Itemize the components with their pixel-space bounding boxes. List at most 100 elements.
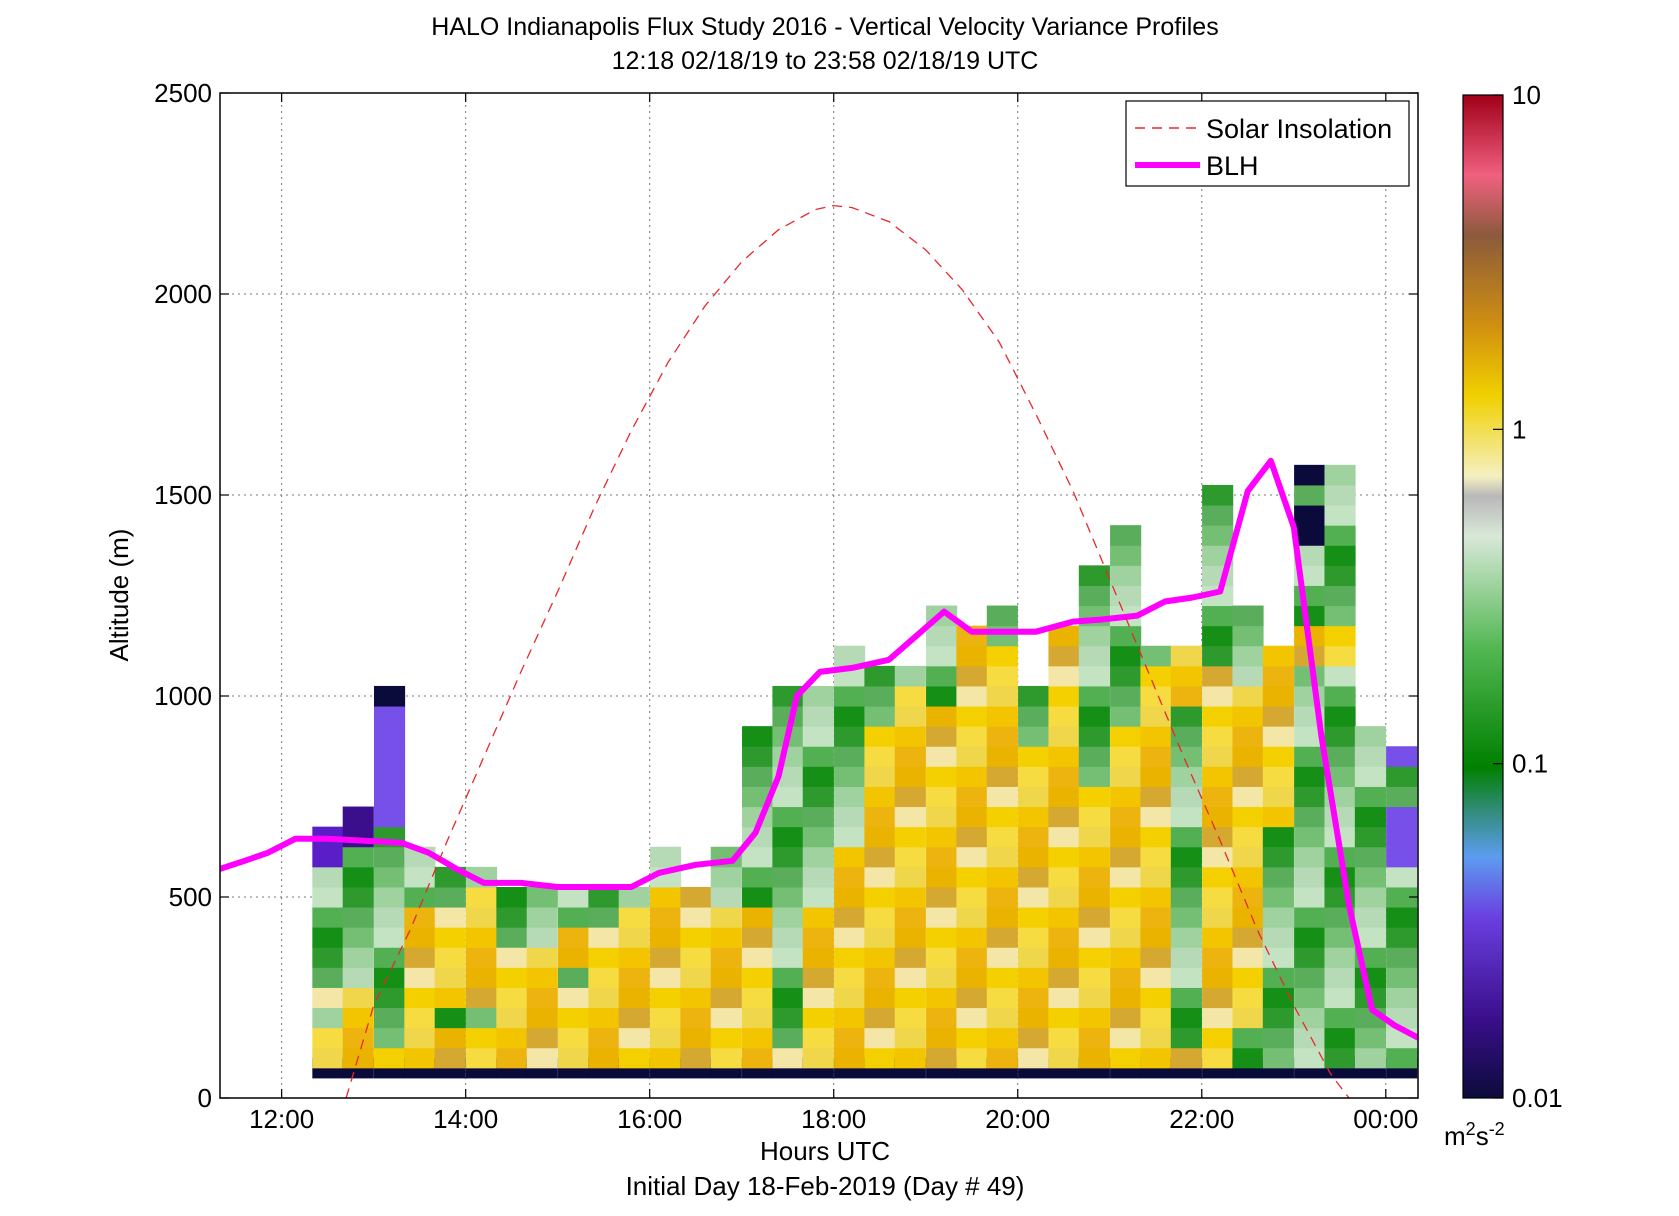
heatmap-cell <box>650 1007 682 1029</box>
heatmap-cell <box>680 886 712 908</box>
heatmap-cell <box>1078 826 1110 848</box>
heatmap-cell <box>1078 706 1110 727</box>
y-tick-label: 1000 <box>154 681 212 711</box>
heatmap-cell <box>1294 927 1326 948</box>
heatmap-cell <box>772 907 804 928</box>
heatmap-cell <box>650 927 682 948</box>
heatmap-cell <box>404 987 436 1009</box>
heatmap-cell <box>1048 665 1080 687</box>
colorbar-unit-mid: s <box>1476 1121 1489 1151</box>
heatmap-cell <box>834 685 866 707</box>
heatmap-cell <box>1294 585 1326 607</box>
heatmap-cell <box>312 947 344 968</box>
heatmap-cell <box>588 947 620 968</box>
heatmap-cell <box>956 685 988 707</box>
heatmap-cell <box>926 625 958 647</box>
heatmap-cell <box>1386 846 1418 868</box>
heatmap-cell <box>1110 846 1142 868</box>
heatmap-cell <box>742 866 774 888</box>
heatmap-cell <box>1140 1007 1172 1029</box>
heatmap-cell <box>1324 947 1356 968</box>
heatmap-cell <box>496 1027 528 1049</box>
heatmap-cell <box>342 866 374 888</box>
heatmap-cell <box>834 806 866 828</box>
heatmap-cell <box>342 886 374 908</box>
heatmap-cell <box>1202 786 1234 808</box>
heatmap-cell <box>1110 565 1142 586</box>
heatmap-cell <box>1110 645 1142 667</box>
heatmap-cell <box>588 1047 620 1069</box>
heatmap-cell <box>558 1027 590 1049</box>
heatmap-cell <box>1170 746 1202 767</box>
heatmap-cell <box>465 1047 498 1069</box>
heatmap-cell <box>1140 947 1172 968</box>
heatmap-cell <box>342 947 374 968</box>
heatmap-cell <box>772 947 804 968</box>
heatmap-cell <box>1294 786 1326 808</box>
heatmap-cell <box>526 987 558 1009</box>
heatmap-cell <box>496 886 528 908</box>
heatmap-cell <box>1018 1007 1050 1029</box>
heatmap-cell <box>894 685 926 707</box>
heatmap-cell <box>1048 927 1080 948</box>
heatmap-cell <box>894 927 926 948</box>
heatmap-cell <box>1018 706 1050 727</box>
heatmap-cell <box>926 706 958 727</box>
heatmap-cell <box>312 1047 344 1069</box>
colorbar-unit: m2s-2 <box>1444 1119 1505 1151</box>
heatmap-cell <box>802 706 834 727</box>
heatmap-cell <box>558 967 590 988</box>
heatmap-cell <box>772 1007 804 1029</box>
heatmap-cell <box>1078 1027 1110 1049</box>
heatmap-cell <box>496 927 528 948</box>
heatmap-cell <box>710 987 742 1009</box>
heatmap-cell <box>1078 947 1110 968</box>
heatmap-cell <box>1018 806 1050 828</box>
heatmap-cell <box>802 786 834 808</box>
heatmap-cell <box>312 866 344 888</box>
heatmap-cell <box>1294 505 1326 526</box>
heatmap-cell <box>926 846 958 868</box>
heatmap-cell <box>1170 967 1202 988</box>
heatmap-cell <box>864 826 896 848</box>
heatmap-cell <box>1078 886 1110 908</box>
heatmap-cell <box>956 746 988 767</box>
legend: Solar Insolation BLH <box>1125 100 1410 187</box>
heatmap-cell <box>802 886 834 908</box>
heatmap-cell <box>373 1007 406 1029</box>
heatmap-cell <box>1140 726 1172 747</box>
heatmap-cell <box>1202 1047 1234 1069</box>
heatmap-cell <box>1202 1027 1234 1049</box>
heatmap-cell <box>926 947 958 968</box>
heatmap-cell <box>1386 967 1418 988</box>
heatmap-cell <box>434 1047 466 1069</box>
heatmap-cell <box>1110 786 1142 808</box>
heatmap-cell <box>1262 645 1294 667</box>
heatmap-cell <box>1018 1027 1050 1049</box>
heatmap-cell <box>1294 545 1326 566</box>
heatmap-cell <box>1018 866 1050 888</box>
heatmap-cell <box>1386 1047 1418 1069</box>
heatmap-cell <box>1170 907 1202 928</box>
y-axis-label: Altitude (m) <box>104 529 134 662</box>
heatmap-cell <box>1018 846 1050 868</box>
heatmap-cell <box>373 685 406 707</box>
heatmap-cell <box>1324 746 1356 767</box>
heatmap-cell <box>956 846 988 868</box>
heatmap-cell <box>1048 846 1080 868</box>
heatmap-cell <box>894 706 926 727</box>
heatmap-cell <box>496 967 528 988</box>
heatmap-cell <box>1048 706 1080 727</box>
heatmap-cell <box>1018 967 1050 988</box>
heatmap-cell <box>1078 967 1110 988</box>
heatmap-cell <box>1140 665 1172 687</box>
plot-frame <box>219 92 1419 1099</box>
heatmap-cell <box>1324 1007 1356 1029</box>
heatmap-cell <box>1110 1047 1142 1069</box>
heatmap-cell <box>1294 806 1326 828</box>
heatmap-cell <box>1294 484 1326 506</box>
heatmap-cell <box>1170 1027 1202 1049</box>
x-tick-label: 22:00 <box>1169 1104 1234 1134</box>
heatmap-cell <box>926 746 958 767</box>
heatmap-cell <box>986 786 1018 808</box>
